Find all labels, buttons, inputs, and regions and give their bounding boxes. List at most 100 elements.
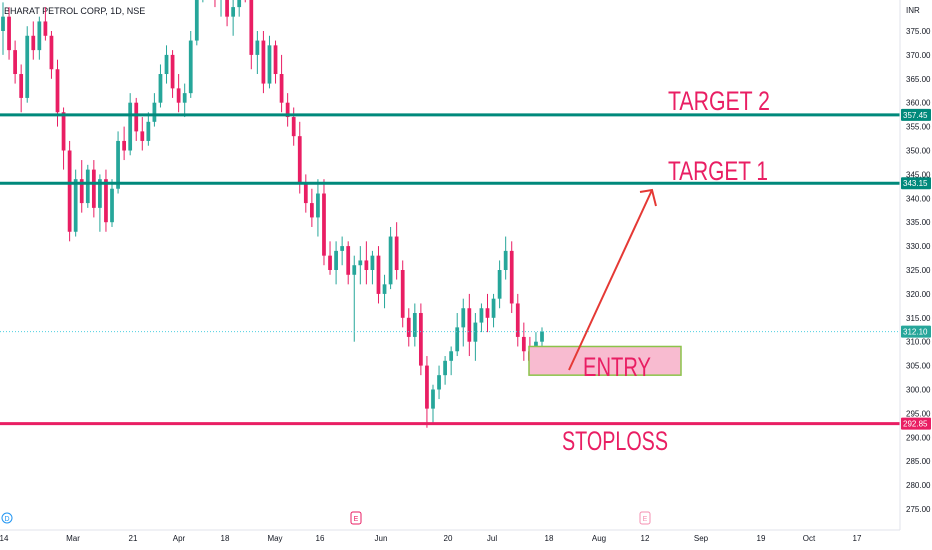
candle-body: [91, 169, 96, 208]
time-tick-label: Apr: [173, 534, 186, 543]
candle-body: [285, 102, 290, 118]
price-tick-label: 330.00: [906, 242, 931, 251]
time-tick-label: 18: [221, 534, 230, 543]
price-tick-label: 320.00: [906, 290, 931, 299]
candle-body: [225, 0, 229, 17]
candle-body: [13, 50, 17, 75]
candle-body: [352, 265, 357, 275]
candles: [1, 0, 544, 428]
candle-body: [431, 389, 435, 409]
time-tick-label: 18: [545, 534, 554, 543]
price-tick-label: 325.00: [906, 266, 931, 275]
candle-body: [521, 336, 526, 352]
candle-body: [61, 112, 66, 151]
price-tick-label: 300.00: [906, 386, 931, 395]
dividend-event-marker[interactable]: D: [1, 512, 13, 524]
candle-body: [116, 140, 120, 189]
price-badge-label: 343.15: [903, 179, 928, 188]
price-tick-label: 310.00: [906, 338, 931, 347]
candle-body: [418, 313, 423, 366]
entry-label: ENTRY: [583, 352, 651, 382]
dividend-event-label: D: [4, 516, 9, 523]
chart-title: BHARAT PETROL CORP, 1D, NSE: [4, 6, 146, 16]
price-tick-label: 350.00: [906, 147, 931, 156]
candle-body: [182, 93, 187, 103]
price-tick-label: 370.00: [906, 51, 931, 60]
candle-body: [388, 236, 393, 285]
price-tick-label: 345.00: [906, 170, 931, 179]
candle-body: [328, 255, 332, 270]
candle-body: [540, 331, 544, 342]
candle-body: [55, 69, 60, 113]
candle-body: [249, 0, 254, 55]
candle-body: [455, 327, 460, 352]
candle-body: [509, 250, 514, 304]
time-axis[interactable]: 14 Mar 21 Apr 18 May 16 Jun 20 Jul 18 Aug 12 Sep 19 Oct…: [0, 534, 862, 543]
stoploss-label: STOPLOSS: [562, 426, 668, 456]
candle-body: [231, 7, 236, 17]
candle-body: [267, 45, 272, 84]
candle-body: [515, 303, 520, 337]
candle-body: [273, 45, 278, 75]
time-tick-label: Sep: [694, 534, 709, 543]
candle-body: [128, 102, 133, 151]
candle-body: [291, 117, 296, 137]
price-axis[interactable]: 375.00 370.00 365.00 360.00 355.00 350.00 345.…: [0, 0, 931, 531]
price-tick-label: 285.00: [906, 457, 931, 466]
candle-body: [461, 308, 466, 328]
candle-body: [364, 260, 369, 270]
candle-body: [400, 270, 405, 318]
candle-body: [188, 40, 193, 94]
candle-body: [1, 16, 5, 31]
earnings-event-label-2: E: [643, 516, 648, 523]
candle-body: [297, 136, 302, 184]
price-tick-label: 360.00: [906, 99, 931, 108]
candle-body: [255, 40, 260, 55]
candle-body: [437, 375, 441, 390]
time-tick-label: 12: [641, 534, 650, 543]
candle-body: [237, 0, 242, 8]
price-badge: [901, 325, 931, 338]
currency-label: INR: [906, 6, 920, 15]
candle-body: [164, 54, 169, 75]
candle-body: [85, 169, 90, 204]
candle-body: [491, 298, 496, 318]
candle-body: [370, 255, 375, 270]
candle-body: [158, 74, 163, 103]
candle-body: [303, 183, 308, 204]
candle-body: [49, 35, 54, 70]
candle-body: [382, 284, 387, 294]
candle-body: [152, 102, 157, 122]
price-tick-label: 290.00: [906, 433, 931, 442]
price-badge: [901, 108, 931, 121]
candle-body: [7, 16, 11, 51]
candle-body: [140, 131, 145, 141]
candle-body: [497, 270, 502, 299]
time-tick-label: Oct: [803, 534, 816, 543]
earnings-event-marker-1[interactable]: E: [350, 511, 362, 525]
price-tick-label: 305.00: [906, 362, 931, 371]
price-badge-label: 357.45: [903, 111, 928, 120]
candle-body: [467, 308, 472, 342]
candle-body: [31, 35, 36, 51]
price-tick-label: 295.00: [906, 409, 931, 418]
candle-body: [19, 74, 24, 98]
time-tick-label: 19: [757, 534, 766, 543]
target1-label: TARGET 1: [668, 156, 768, 186]
time-tick-label: 17: [853, 534, 862, 543]
candle-body: [279, 74, 284, 103]
candle-body: [425, 365, 429, 409]
candle-body: [334, 250, 338, 270]
earnings-event-marker-2[interactable]: E: [639, 511, 651, 525]
candle-body: [98, 179, 102, 208]
candle-body: [309, 203, 314, 218]
time-tick-label: May: [267, 534, 282, 543]
candle-body: [67, 150, 72, 232]
candle-body: [25, 35, 30, 98]
level-lines: 357.45 343.15 312.10 292.85: [0, 108, 931, 430]
price-tick-label: 275.00: [906, 505, 931, 514]
candle-body: [134, 102, 139, 132]
candle-body: [194, 0, 199, 41]
candle-body: [146, 121, 151, 141]
